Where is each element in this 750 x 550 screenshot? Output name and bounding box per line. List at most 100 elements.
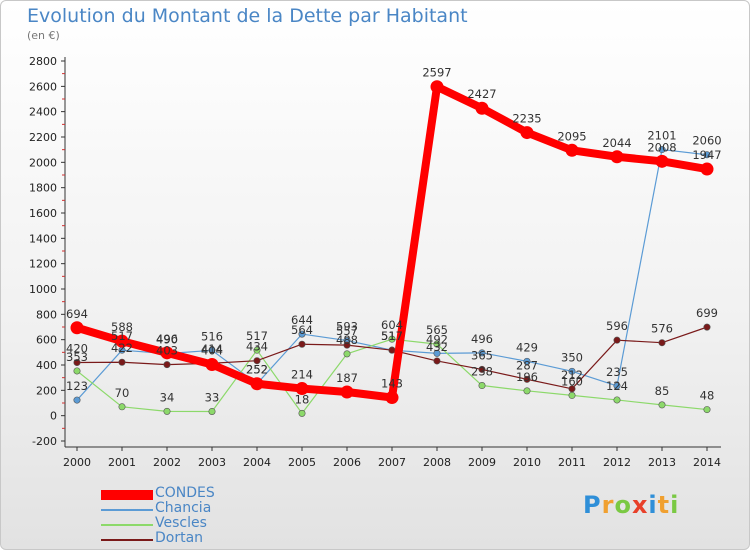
data-label-condes: 214	[291, 368, 313, 382]
data-label-chancia: 2060	[692, 134, 721, 148]
data-label-condes: 404	[201, 343, 223, 357]
data-label-condes: 187	[336, 371, 358, 385]
data-label-condes: 588	[111, 320, 133, 334]
data-point-condes	[700, 162, 714, 176]
x-tick-label: 2007	[378, 456, 406, 469]
data-label-dortan: 557	[336, 324, 358, 338]
data-point-condes	[160, 346, 174, 360]
data-label-chancia: 490	[156, 333, 178, 347]
x-tick-label: 2012	[603, 456, 631, 469]
x-tick-label: 2013	[648, 456, 676, 469]
data-label-vescles: 85	[655, 384, 670, 398]
legend-label-dortan: Dortan	[155, 530, 204, 546]
data-label-chancia: 593	[336, 320, 358, 334]
x-tick-label: 2009	[468, 456, 496, 469]
legend-label-chancia: Chancia	[155, 500, 212, 516]
data-point-vescles	[433, 340, 441, 348]
y-tick-label: 1800	[29, 182, 57, 195]
logo-letter: i	[670, 491, 680, 519]
data-label-dortan: 434	[246, 340, 268, 354]
data-point-condes	[250, 377, 264, 391]
data-label-chancia: 123	[66, 379, 88, 393]
y-tick-label: 2800	[29, 55, 57, 68]
x-tick-label: 2003	[198, 456, 226, 469]
y-tick-label: 800	[36, 308, 57, 321]
x-tick-label: 2010	[513, 456, 541, 469]
data-label-dortan: 414	[201, 342, 223, 356]
data-point-chancia	[568, 367, 576, 375]
data-label-condes: 2008	[647, 140, 676, 154]
x-tick-label: 2011	[558, 456, 586, 469]
data-label-vescles: 353	[66, 350, 88, 364]
data-label-chancia: 2101	[647, 129, 676, 143]
data-label-vescles: 565	[426, 323, 448, 337]
data-label-chancia: 350	[561, 350, 583, 364]
data-label-chancia: 235	[606, 365, 628, 379]
data-label-vescles: 124	[606, 379, 628, 393]
data-label-condes: 1947	[692, 148, 721, 162]
x-tick-label: 2004	[243, 456, 271, 469]
data-point-condes	[475, 101, 489, 115]
data-point-condes	[205, 357, 219, 371]
data-label-dortan: 212	[561, 368, 583, 382]
x-tick-label: 2014	[693, 456, 721, 469]
data-label-dortan: 422	[111, 341, 133, 355]
data-label-condes: 496	[156, 332, 178, 346]
data-point-vescles	[163, 407, 171, 415]
x-tick-label: 2001	[108, 456, 136, 469]
x-tick-label: 2008	[423, 456, 451, 469]
data-label-chancia: 517	[111, 329, 133, 343]
data-point-condes	[565, 143, 579, 157]
data-label-vescles: 33	[205, 390, 220, 404]
data-label-dortan: 287	[516, 358, 538, 372]
logo-letter: r	[601, 491, 615, 519]
data-point-dortan	[433, 357, 441, 365]
logo-letter: o	[614, 491, 632, 519]
legend-swatch-condes	[101, 490, 153, 500]
y-tick-label: 1200	[29, 258, 57, 271]
y-tick-label: 1400	[29, 232, 57, 245]
data-label-dortan: 596	[606, 319, 628, 333]
data-point-chancia	[298, 330, 306, 338]
series-line-chancia	[76, 148, 708, 401]
logo-letter: i	[648, 491, 658, 519]
data-point-dortan	[568, 385, 576, 393]
data-label-dortan: 576	[651, 322, 673, 336]
data-point-vescles	[388, 335, 396, 343]
data-label-condes: 2427	[467, 87, 496, 101]
data-label-condes: 2044	[602, 136, 631, 150]
data-point-vescles	[343, 350, 351, 358]
y-tick-label: 200	[36, 384, 57, 397]
data-label-chancia: 429	[516, 340, 538, 354]
y-tick-label: 400	[36, 359, 57, 372]
data-point-condes	[115, 334, 129, 348]
chart-unit: (en €)	[27, 29, 60, 42]
data-point-vescles	[478, 382, 486, 390]
data-point-vescles	[613, 396, 621, 404]
legend-swatch-vescles	[101, 524, 153, 526]
data-point-condes	[655, 154, 669, 168]
data-label-dortan: 564	[291, 323, 313, 337]
data-label-vescles: 160	[561, 374, 583, 388]
data-label-chancia: 644	[291, 313, 313, 327]
data-point-condes	[520, 126, 534, 140]
data-label-vescles: 34	[160, 390, 175, 404]
data-label-chancia: 252	[246, 363, 268, 377]
data-label-vescles: 517	[246, 329, 268, 343]
data-point-vescles	[658, 401, 666, 409]
data-point-vescles	[298, 409, 306, 417]
data-point-vescles	[253, 346, 261, 354]
data-point-condes	[430, 80, 444, 94]
data-label-chancia: 492	[426, 332, 448, 346]
y-tick-label: 0	[50, 410, 57, 423]
data-label-dortan: 517	[381, 329, 403, 343]
data-point-condes	[295, 382, 309, 396]
data-label-condes: 143	[381, 377, 403, 391]
x-tick-label: 2002	[153, 456, 181, 469]
data-point-chancia	[208, 346, 216, 354]
data-label-dortan: 365	[471, 348, 493, 362]
data-point-chancia	[523, 357, 531, 365]
data-label-chancia: 517	[381, 329, 403, 343]
